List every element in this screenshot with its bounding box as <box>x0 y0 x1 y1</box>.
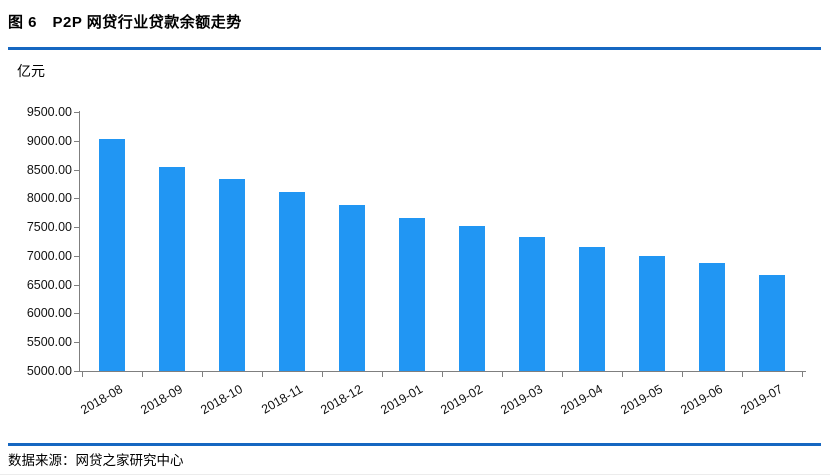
data-source-label: 数据来源：网贷之家研究中心 <box>8 453 184 468</box>
figure-title: 图 6 P2P 网贷行业贷款余额走势 <box>8 14 242 31</box>
y-axis-tick <box>74 255 79 257</box>
y-axis-tick <box>74 342 79 344</box>
y-axis-tick-label: 6500.00 <box>26 277 72 292</box>
x-axis-tick <box>802 372 803 377</box>
y-axis-tick-label: 8500.00 <box>26 162 72 177</box>
x-axis-tick <box>622 372 623 377</box>
bar <box>279 191 305 371</box>
x-axis-tick-label: 2019-03 <box>498 382 545 418</box>
y-axis-tick <box>74 140 79 142</box>
x-axis-tick <box>142 372 143 377</box>
x-axis-tick-label: 2019-06 <box>678 382 725 418</box>
y-axis-tick <box>74 112 79 113</box>
x-axis-tick-label: 2019-07 <box>738 382 785 418</box>
bar <box>759 275 785 371</box>
bar <box>579 246 605 371</box>
x-axis-tick <box>682 372 683 377</box>
y-axis-line <box>79 111 80 371</box>
x-axis-tick-label: 2019-01 <box>378 382 425 418</box>
x-axis-tick <box>502 372 503 377</box>
y-axis-tick-label: 5500.00 <box>26 335 72 350</box>
x-axis-tick-label: 2018-09 <box>138 382 185 418</box>
bar <box>339 204 365 371</box>
y-axis-tick-label: 8000.00 <box>26 191 72 206</box>
bar <box>639 256 665 371</box>
bar <box>459 225 485 371</box>
x-axis-tick-label: 2019-05 <box>618 382 665 418</box>
x-axis-tick <box>562 372 563 377</box>
x-axis-tick-label: 2018-11 <box>259 382 305 417</box>
y-axis-tick <box>74 227 79 229</box>
footer-divider-rule <box>8 443 821 446</box>
title-divider-rule <box>8 47 821 50</box>
y-axis-tick <box>74 198 79 200</box>
bar <box>699 262 725 371</box>
bar <box>519 237 545 371</box>
x-axis-tick <box>322 372 323 377</box>
bar <box>219 179 245 371</box>
y-axis-tick <box>74 313 79 315</box>
y-axis-tick-label: 9000.00 <box>26 133 72 148</box>
x-axis-tick <box>262 372 263 377</box>
y-axis-unit-label: 亿元 <box>17 63 45 79</box>
x-axis-tick <box>382 372 383 377</box>
x-axis-tick-label: 2019-02 <box>438 382 485 418</box>
y-axis-tick-label: 7500.00 <box>26 220 72 235</box>
y-axis-tick <box>74 169 79 171</box>
bar <box>159 167 185 371</box>
y-axis-tick-label: 9500.00 <box>26 105 72 119</box>
x-axis-tick <box>742 372 743 377</box>
bar <box>99 138 125 371</box>
x-axis-tick <box>202 372 203 377</box>
x-axis-tick-label: 2019-04 <box>558 382 605 418</box>
y-axis-tick <box>74 284 79 286</box>
y-axis-tick-label: 7000.00 <box>26 248 72 263</box>
y-axis-tick-label: 6000.00 <box>26 306 72 321</box>
x-axis-tick <box>442 372 443 377</box>
x-axis-tick-label: 2018-08 <box>78 382 125 418</box>
x-axis-tick-label: 2018-10 <box>198 382 245 418</box>
y-axis-tick-label: 5000.00 <box>26 364 72 378</box>
x-axis-line <box>79 371 806 372</box>
bar <box>399 218 425 371</box>
x-axis-tick-label: 2018-12 <box>318 382 365 418</box>
x-axis-tick <box>82 372 83 377</box>
y-axis-tick <box>74 371 79 372</box>
